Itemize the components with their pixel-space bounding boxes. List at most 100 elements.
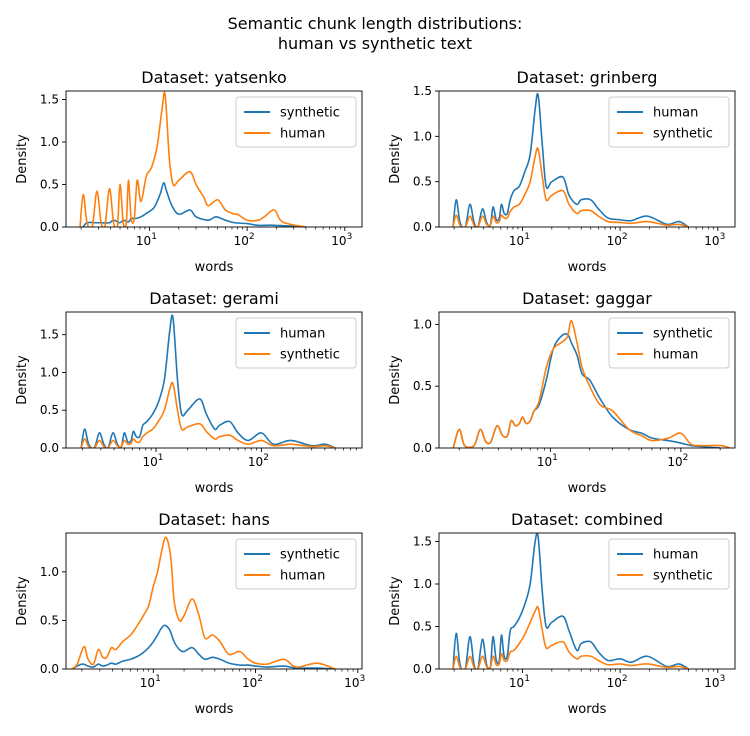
legend-box	[608, 317, 730, 369]
y-tick-label: 1.0	[40, 135, 59, 149]
legend-label-synthetic: synthetic	[280, 106, 340, 121]
series-group	[452, 319, 731, 448]
x-tick-label: 101	[140, 674, 161, 690]
series-line-synthetic	[452, 605, 689, 669]
y-tick-label: 1.5	[413, 535, 432, 549]
y-tick-label: 0.0	[413, 662, 432, 676]
y-tick-label: 0.0	[40, 441, 59, 455]
legend-label-synthetic: synthetic	[653, 327, 713, 342]
series-line-synthetic	[452, 147, 689, 227]
y-tick-label: 1.0	[40, 365, 59, 379]
y-axis-label: Density	[388, 576, 403, 626]
y-axis-label: Density	[388, 134, 403, 184]
series-line-synthetic	[80, 381, 336, 448]
legend: synthetic human	[235, 96, 357, 148]
y-tick-label: 0.0	[413, 441, 432, 455]
y-tick-label: 0.0	[40, 662, 59, 676]
x-tick-label: 101	[136, 232, 157, 248]
subplot-1: Dataset: yatsenko 0.0 0.5 1.0 1.5 101 102 103 wo…	[15, 68, 363, 275]
legend-label-human: human	[280, 569, 325, 584]
x-tick-label: 103	[331, 232, 352, 248]
x-axis-label: words	[195, 260, 234, 275]
series-group	[79, 91, 307, 227]
legend-label-human: human	[653, 106, 698, 121]
x-tick-label: 103	[704, 674, 725, 690]
x-tick-label: 102	[234, 232, 255, 248]
legend-label-human: human	[280, 127, 325, 142]
y-tick-label: 1.5	[413, 84, 432, 98]
subplot-2: Dataset: grinberg 0.0 0.5 1.0 1.5 101 102 103 wo…	[388, 68, 736, 275]
series-line-human	[80, 314, 336, 448]
legend-label-synthetic: synthetic	[653, 127, 713, 142]
legend: synthetic human	[235, 538, 357, 590]
legend: human synthetic	[608, 538, 730, 590]
legend-label-human: human	[280, 327, 325, 342]
legend: human synthetic	[235, 317, 357, 369]
series-line-human	[452, 533, 689, 669]
x-axis-label: words	[568, 702, 607, 717]
series-line-human	[79, 91, 307, 227]
axes-frame	[438, 532, 736, 670]
axes-frame	[438, 90, 736, 228]
legend-box	[608, 538, 730, 590]
x-tick-label: 101	[142, 453, 163, 469]
x-tick-label: 102	[248, 453, 269, 469]
legend: human synthetic	[608, 96, 730, 148]
subplot-grid: Dataset: yatsenko 0.0 0.5 1.0 1.5 101 102 103 wo…	[15, 68, 736, 717]
axes-frame	[438, 311, 736, 449]
x-tick-label: 103	[344, 674, 365, 690]
y-tick-label: 0.0	[413, 220, 432, 234]
subplot-title: Dataset: gaggar	[522, 289, 652, 308]
series-group	[452, 92, 689, 227]
x-tick-label: 102	[607, 232, 628, 248]
y-axis-label: Density	[15, 355, 30, 405]
subplot-5: Dataset: hans 0.0 0.5 1.0 101 102 103 words Dens…	[15, 510, 365, 717]
x-tick-label: 101	[537, 453, 558, 469]
legend-box	[608, 96, 730, 148]
y-tick-label: 0.0	[40, 220, 59, 234]
subplot-title: Dataset: combined	[511, 510, 663, 529]
y-axis-label: Density	[15, 134, 30, 184]
subplot-title: Dataset: hans	[158, 510, 270, 529]
x-tick-label: 101	[509, 674, 530, 690]
figure-title-line2: human vs synthetic text	[278, 34, 472, 53]
y-tick-label: 1.0	[413, 317, 432, 331]
y-tick-label: 1.5	[40, 328, 59, 342]
y-axis-label: Density	[388, 355, 403, 405]
x-axis-label: words	[195, 481, 234, 496]
legend-label-human: human	[653, 348, 698, 363]
x-tick-label: 102	[242, 674, 263, 690]
y-axis-label: Density	[15, 576, 30, 626]
y-tick-label: 0.5	[40, 178, 59, 192]
subplot-title: Dataset: gerami	[149, 289, 279, 308]
x-axis-label: words	[568, 481, 607, 496]
legend-box	[235, 317, 357, 369]
x-axis-label: words	[568, 260, 607, 275]
y-tick-label: 0.5	[40, 403, 59, 417]
series-group	[71, 536, 336, 669]
x-tick-label: 101	[509, 232, 530, 248]
axes-frame	[65, 90, 363, 228]
legend-label-human: human	[653, 548, 698, 563]
subplot-6: Dataset: combined 0.0 0.5 1.0 1.5 101 102 103 wo…	[388, 510, 736, 717]
series-line-human	[452, 319, 731, 448]
series-line-synthetic	[71, 624, 336, 669]
subplot-title: Dataset: yatsenko	[141, 68, 286, 87]
x-tick-label: 103	[704, 232, 725, 248]
legend: synthetic human	[608, 317, 730, 369]
figure-title-line1: Semantic chunk length distributions:	[228, 14, 523, 33]
series-line-synthetic	[82, 182, 306, 227]
y-tick-label: 0.5	[413, 620, 432, 634]
axes-frame	[65, 532, 363, 670]
axes-frame	[65, 311, 363, 449]
x-tick-label: 102	[667, 453, 688, 469]
x-axis-label: words	[195, 702, 234, 717]
series-group	[452, 533, 689, 669]
y-tick-label: 1.0	[40, 565, 59, 579]
subplot-3: Dataset: gerami 0.0 0.5 1.0 1.5 101 102 words De…	[15, 289, 363, 496]
y-tick-label: 0.5	[413, 379, 432, 393]
legend-label-synthetic: synthetic	[653, 569, 713, 584]
legend-label-synthetic: synthetic	[280, 348, 340, 363]
x-tick-label: 102	[607, 674, 628, 690]
